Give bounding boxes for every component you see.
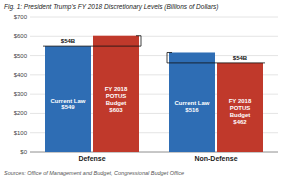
difference-label: $54B <box>233 55 248 61</box>
difference-bracket <box>43 36 141 46</box>
series-name-label: FY 2018POTUSBudget <box>105 86 128 106</box>
title: Fig. 1: President Trump's FY 2018 Discre… <box>4 3 219 11</box>
y-tick-label: $200 <box>14 110 28 116</box>
series-name-label: Current Law <box>50 98 85 104</box>
y-tick-label: $0 <box>20 149 27 155</box>
y-tick-label: $500 <box>14 53 28 59</box>
grid <box>30 17 278 152</box>
data-label: $516 <box>185 107 199 113</box>
label-line: Current Law <box>174 100 209 106</box>
label-line: POTUS <box>230 105 251 111</box>
x-tick-label: Defense <box>78 155 105 162</box>
bar <box>169 52 215 152</box>
grid-line <box>30 17 278 18</box>
series-name-label: Current Law <box>174 100 209 106</box>
y-tick-label: $600 <box>14 33 28 39</box>
y-tick-label: $400 <box>14 72 28 78</box>
grid-line <box>30 36 278 37</box>
labels: Current Law$549FY 2018POTUSBudget$603$54… <box>43 36 265 125</box>
source: Sources: Office of Management and Budget… <box>4 170 184 176</box>
label-line: Current Law <box>50 98 85 104</box>
difference-bracket <box>167 52 265 62</box>
y-tick-label: $100 <box>14 130 28 136</box>
x-tick-label: Non-Defense <box>194 155 237 162</box>
label-line: Budget <box>230 112 251 118</box>
bars <box>45 36 263 152</box>
bar <box>217 63 263 152</box>
y-tick-label: $700 <box>14 14 28 20</box>
data-label: $603 <box>109 107 123 113</box>
label-line: Budget <box>106 100 127 106</box>
y-tick-label: $300 <box>14 91 28 97</box>
bar <box>93 36 139 152</box>
bar <box>45 46 91 152</box>
label-line: POTUS <box>106 93 127 99</box>
label-line: FY 2018 <box>105 86 128 92</box>
difference-label: $54B <box>61 38 76 44</box>
data-label: $462 <box>233 119 247 125</box>
series-name-label: FY 2018POTUSBudget <box>229 98 252 118</box>
chart: Fig. 1: President Trump's FY 2018 Discre… <box>0 0 284 178</box>
label-line: FY 2018 <box>229 98 252 104</box>
data-label: $549 <box>61 104 75 110</box>
